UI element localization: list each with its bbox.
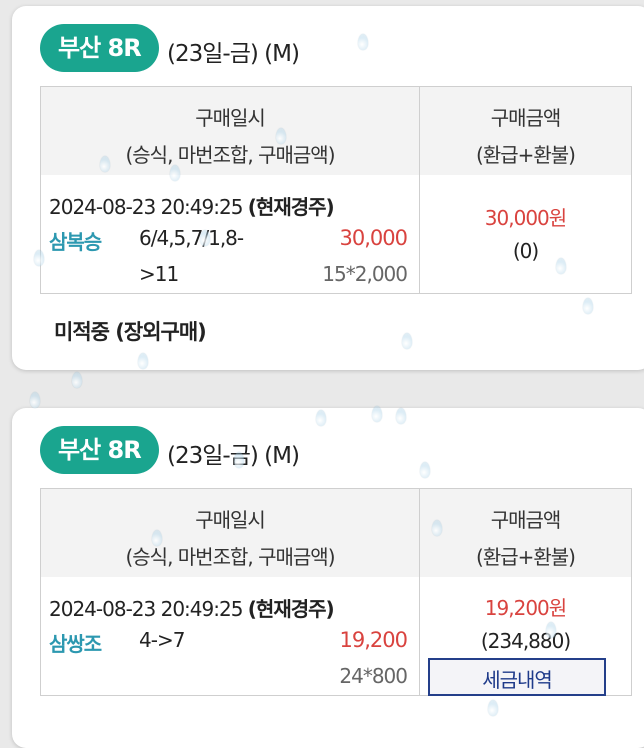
refund-amount: (0)	[512, 239, 539, 263]
raindrop-icon	[200, 230, 210, 246]
raindrop-icon	[276, 128, 286, 144]
bet-amount: 30,000	[339, 226, 408, 250]
ticket-card: 부산 8R (23일-금) (M) 구매일시 (승식, 마번조합, 구매금액) …	[12, 408, 644, 748]
purchase-datetime: 2024-08-23 20:49:25 (현재경주)	[49, 593, 335, 622]
raindrop-icon	[546, 622, 556, 638]
bet-amount: 19,200	[339, 628, 408, 652]
raindrop-icon	[30, 392, 40, 408]
raindrop-icon	[372, 406, 382, 422]
raindrop-icon	[556, 258, 566, 274]
ticket-table: 구매일시 (승식, 마번조합, 구매금액) 구매금액 (환급+환불) 2024-…	[40, 86, 632, 294]
raindrop-icon	[34, 250, 44, 266]
table-header: 구매일시 (승식, 마번조합, 구매금액) 구매금액 (환급+환불)	[41, 489, 631, 577]
raindrop-icon	[138, 353, 148, 369]
race-info: (23일-금) (M)	[167, 41, 300, 67]
result-status: 미적중 (장외구매)	[54, 320, 207, 344]
header-purchase-amount: 구매금액	[490, 508, 562, 532]
header-refund: (환급+환불)	[476, 545, 576, 569]
datetime-value: 2024-08-23 20:49:25	[49, 195, 243, 219]
horse-combination-cont: >11	[139, 262, 179, 286]
race-state: (현재경주)	[247, 597, 335, 621]
purchase-datetime: 2024-08-23 20:49:25 (현재경주)	[49, 191, 335, 220]
tax-details-button[interactable]: 세금내역	[428, 658, 606, 696]
raindrop-icon	[396, 408, 406, 424]
raindrop-icon	[583, 298, 593, 314]
race-badge: 부산 8R	[40, 426, 159, 474]
raindrop-icon	[72, 372, 82, 388]
table-header: 구매일시 (승식, 마번조합, 구매금액) 구매금액 (환급+환불)	[41, 87, 631, 175]
header-refund: (환급+환불)	[476, 143, 576, 167]
table-row: 2024-08-23 20:49:25 (현재경주) 삼쌍조 4->7 19,2…	[41, 577, 631, 696]
ticket-table: 구매일시 (승식, 마번조합, 구매금액) 구매금액 (환급+환불) 2024-…	[40, 488, 632, 696]
bet-type: 삼복승	[49, 230, 102, 254]
bet-unit: 15*2,000	[322, 262, 408, 286]
raindrop-icon	[316, 410, 326, 426]
header-purchase-detail: (승식, 마번조합, 구매금액)	[125, 545, 335, 569]
raindrop-icon	[234, 452, 244, 468]
datetime-value: 2024-08-23 20:49:25	[49, 597, 243, 621]
race-info: (23일-금) (M)	[167, 443, 300, 469]
header-purchase-detail: (승식, 마번조합, 구매금액)	[125, 143, 335, 167]
bet-type: 삼쌍조	[49, 632, 102, 656]
raindrop-icon	[170, 165, 180, 181]
payout-amount: 30,000원	[484, 206, 567, 230]
raindrop-icon	[402, 333, 412, 349]
raindrop-icon	[358, 34, 368, 50]
header-purchase-amount: 구매금액	[490, 106, 562, 130]
race-state: (현재경주)	[247, 195, 335, 219]
refund-amount: (234,880)	[480, 629, 571, 653]
table-row: 2024-08-23 20:49:25 (현재경주) 삼복승 6/4,5,7/1…	[41, 175, 631, 293]
header-purchase-datetime: 구매일시	[195, 106, 266, 130]
race-badge: 부산 8R	[40, 24, 159, 72]
horse-combination: 4->7	[139, 628, 185, 652]
raindrop-icon	[100, 156, 110, 172]
raindrop-icon	[488, 700, 498, 716]
bet-unit: 24*800	[339, 664, 408, 688]
header-purchase-datetime: 구매일시	[195, 508, 266, 532]
ticket-card: 부산 8R (23일-금) (M) 구매일시 (승식, 마번조합, 구매금액) …	[12, 6, 644, 370]
raindrop-icon	[420, 462, 430, 478]
horse-combination: 6/4,5,7/1,8-	[139, 226, 244, 250]
payout-amount: 19,200원	[484, 596, 567, 620]
raindrop-icon	[152, 530, 162, 546]
raindrop-icon	[432, 520, 442, 536]
